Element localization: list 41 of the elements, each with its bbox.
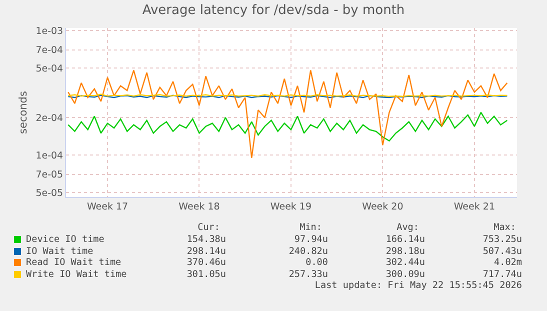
text: 370.46u — [186, 257, 226, 268]
x-tick-label: Week 19 — [270, 201, 312, 212]
legend-label: Write IO Wait time — [26, 268, 127, 280]
text: Last update: Fri May 22 15:55:45 2026 — [314, 280, 522, 291]
text: 507.43u — [482, 246, 522, 256]
line-series — [68, 112, 508, 142]
text: Min: — [300, 222, 322, 233]
y-tick-label: 7e-04 — [36, 45, 64, 56]
x-tick-label: Week 17 — [86, 201, 128, 212]
y-tick-label: 1e-03 — [36, 26, 64, 37]
text: 298.14u — [186, 246, 226, 256]
text: 97.94u — [294, 234, 328, 245]
legend-label: IO Wait time — [26, 246, 94, 256]
text: Cur: — [198, 222, 220, 233]
text: 302.44u — [386, 257, 425, 268]
text: 753.25u — [482, 234, 522, 245]
legend-label: Device IO time — [26, 234, 104, 245]
y-tick-label: 1e-04 — [36, 150, 64, 162]
text: 717.74u — [482, 268, 522, 280]
text: 0.00 — [306, 257, 328, 268]
y-tick-label: 5e-04 — [36, 63, 64, 74]
x-tick-label: Week 20 — [362, 201, 404, 212]
text: 240.82u — [288, 246, 328, 256]
x-tick-label: Week 18 — [178, 201, 220, 212]
line-series — [68, 70, 508, 158]
text: 300.09u — [386, 268, 425, 280]
text: 154.38u — [186, 234, 226, 245]
y-tick-label: 5e-05 — [36, 188, 64, 199]
y-tick-label: 7e-05 — [36, 170, 64, 181]
x-tick-label: Week 21 — [454, 201, 495, 212]
legend-label: Read IO Wait time — [26, 257, 122, 268]
text: Max: — [494, 222, 516, 233]
text: Avg: — [396, 222, 419, 233]
y-axis-title: seconds — [18, 91, 30, 134]
text: 301.05u — [186, 268, 226, 280]
y-tick-label: 2e-04 — [36, 112, 64, 124]
text: 166.14u — [386, 234, 425, 245]
text: 4.02m — [494, 257, 522, 268]
text: 257.33u — [288, 268, 328, 280]
text: 298.18u — [386, 246, 425, 256]
chart-title: Average latency for /dev/sda - by month — [142, 2, 405, 18]
